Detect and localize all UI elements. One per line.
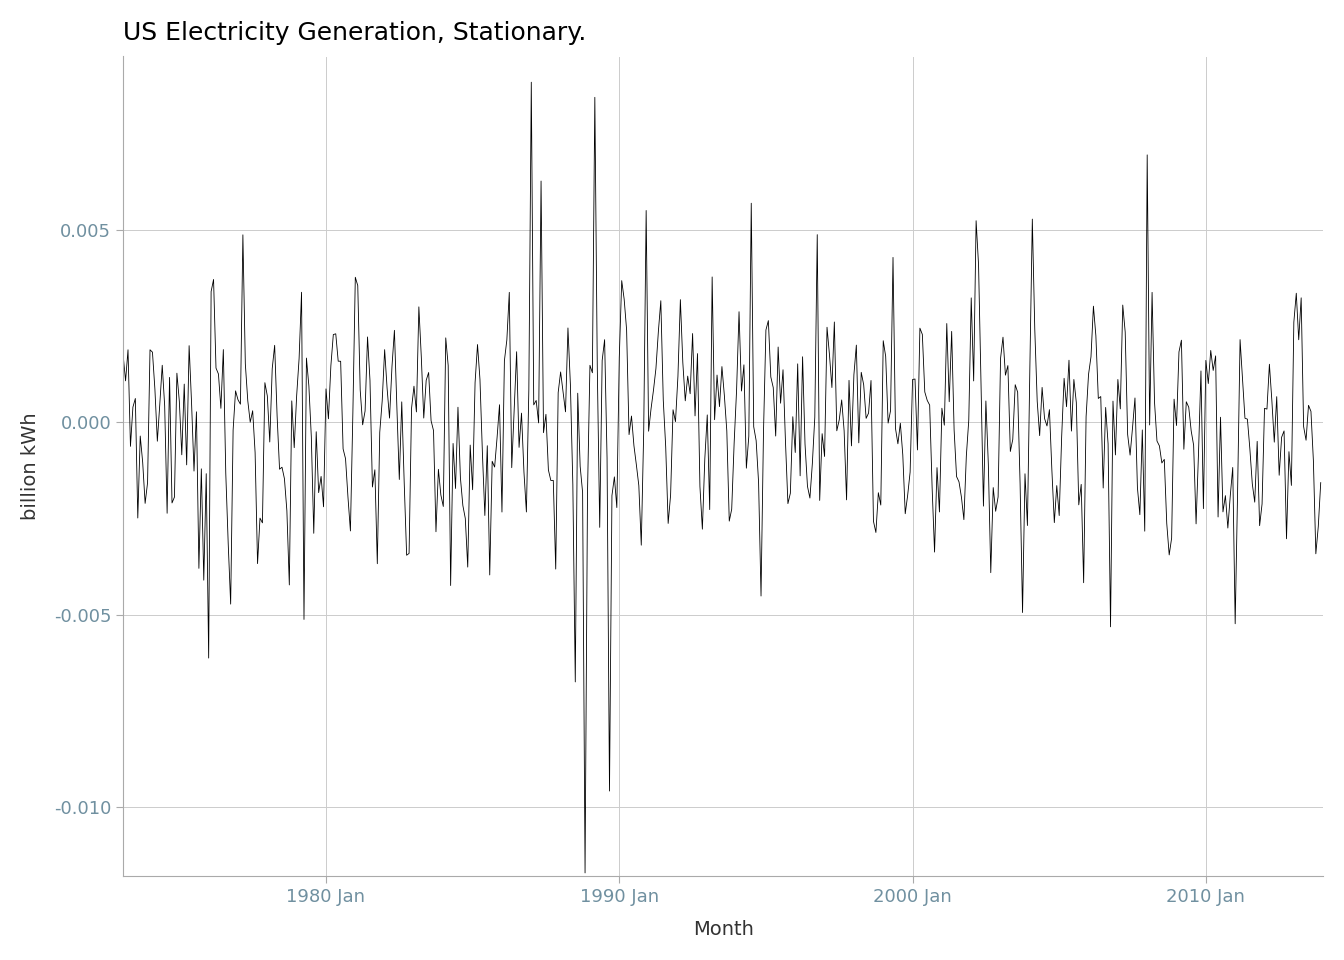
- X-axis label: Month: Month: [692, 921, 754, 939]
- Text: US Electricity Generation, Stationary.: US Electricity Generation, Stationary.: [124, 21, 586, 45]
- Y-axis label: billion kWh: billion kWh: [22, 413, 40, 520]
